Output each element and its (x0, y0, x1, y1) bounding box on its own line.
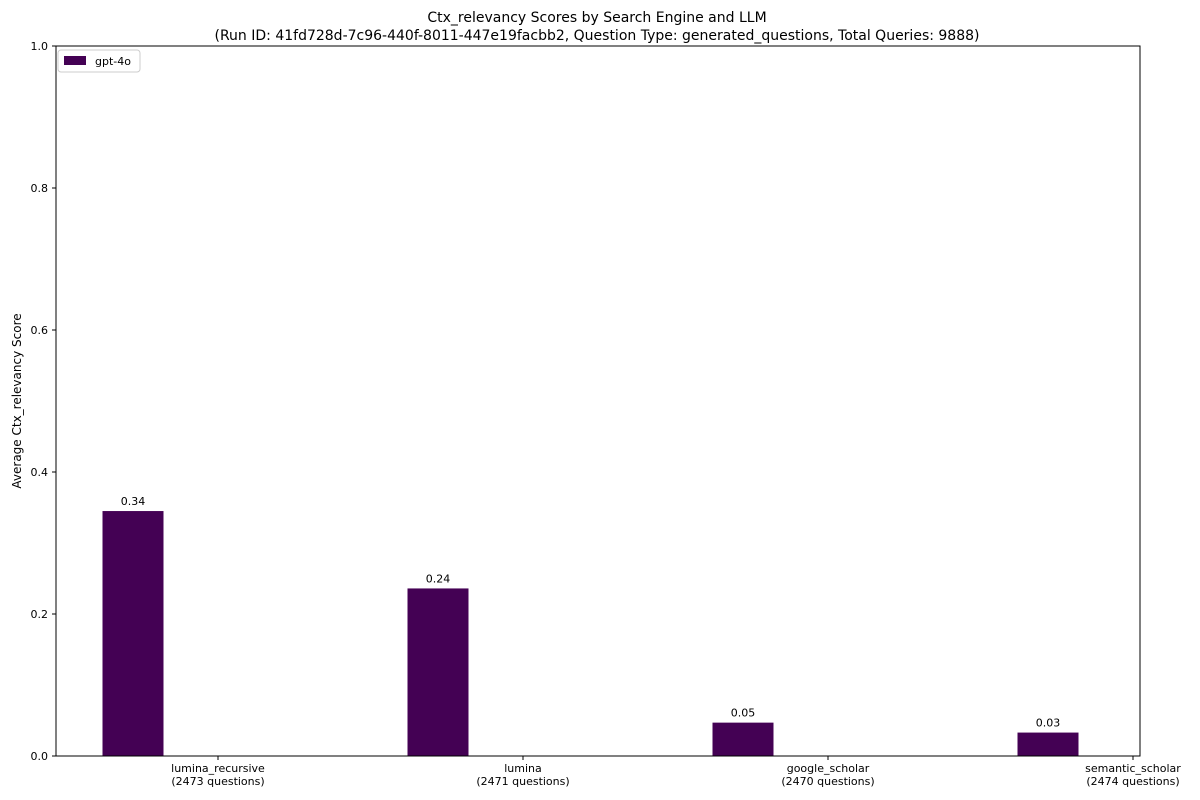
legend-swatch (64, 56, 86, 65)
x-tick-label-count: (2473 questions) (171, 775, 264, 788)
bar-value-label: 0.34 (121, 495, 146, 508)
bar-value-label: 0.24 (426, 572, 451, 585)
x-tick-label-count: (2471 questions) (476, 775, 569, 788)
y-tick-label: 1.0 (31, 40, 49, 53)
bars-group (102, 511, 1079, 756)
bar-value-label: 0.05 (731, 707, 756, 720)
y-tick-label: 0.4 (31, 466, 49, 479)
x-tick-label-name: semantic_scholar (1085, 762, 1181, 775)
x-tick-label-name: lumina (504, 762, 542, 775)
bar-value-label: 0.03 (1036, 717, 1061, 730)
plot-frame (55, 45, 1141, 757)
x-tick-label-name: lumina_recursive (171, 762, 265, 775)
bar (1017, 732, 1079, 756)
bar (407, 588, 469, 756)
chart-title: Ctx_relevancy Scores by Search Engine an… (427, 10, 766, 26)
bar-labels-group: 0.34 0.24 0.05 0.03 (121, 495, 1061, 730)
chart-subtitle: (Run ID: 41fd728d-7c96-440f-8011-447e19f… (215, 28, 980, 44)
y-tick-label: 0.8 (31, 182, 49, 195)
y-tick-label: 0.0 (31, 750, 49, 763)
y-tick-label: 0.2 (31, 608, 49, 621)
x-tick-label-name: google_scholar (787, 762, 870, 775)
legend-label-gpt-4o: gpt-4o (95, 55, 131, 68)
x-tick-label-count: (2470 questions) (781, 775, 874, 788)
bar (712, 722, 774, 756)
legend: gpt-4o (57, 49, 141, 73)
y-tick-label: 0.6 (31, 324, 49, 337)
y-axis-ticks: 0.0 0.2 0.4 0.6 0.8 1.0 (31, 40, 56, 763)
bar (102, 511, 164, 756)
legend-box (57, 49, 141, 73)
y-axis-label: Average Ctx_relevancy Score (10, 313, 24, 488)
x-tick-label-count: (2474 questions) (1086, 775, 1179, 788)
x-axis-ticks: lumina_recursive(2473 questions)lumina(2… (171, 756, 1181, 788)
